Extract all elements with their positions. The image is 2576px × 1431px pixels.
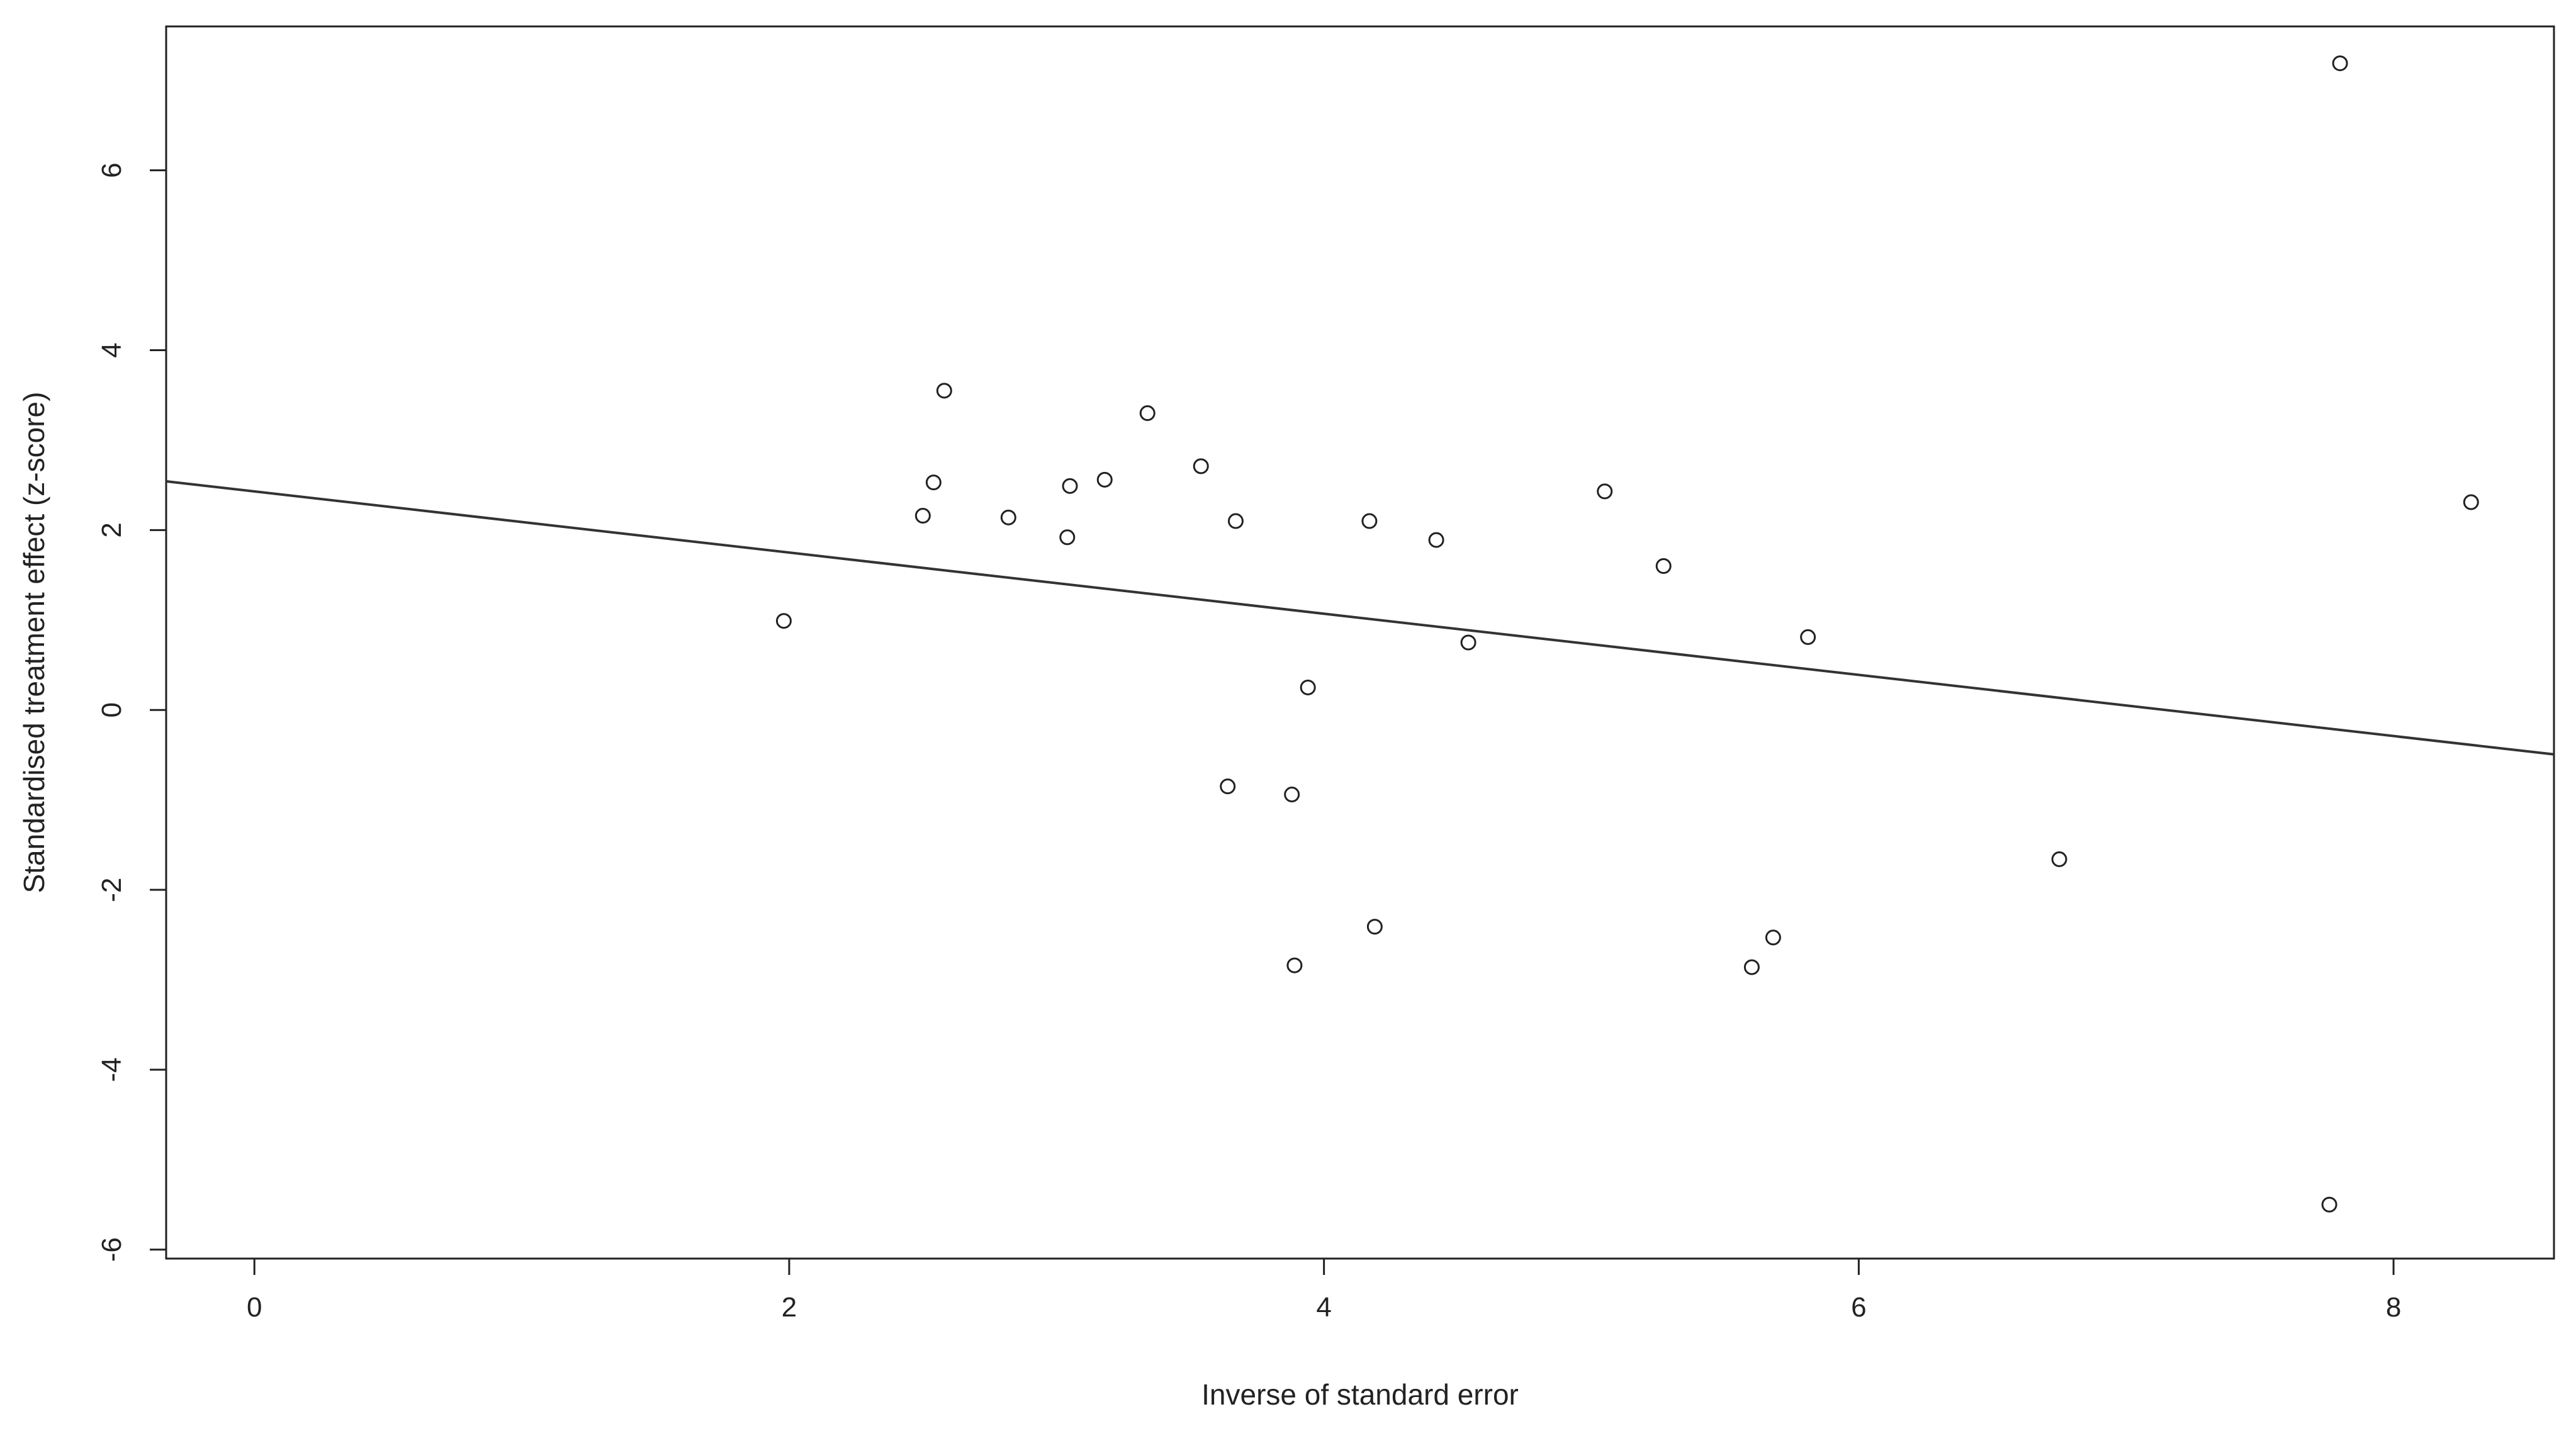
data-point <box>2321 1196 2337 1213</box>
y-tick-label: 4 <box>96 342 127 357</box>
data-point <box>2463 494 2479 510</box>
data-point <box>1227 513 1244 529</box>
data-point <box>936 383 952 399</box>
data-point <box>1300 679 1316 695</box>
data-point <box>1096 471 1113 488</box>
y-tick-label: 6 <box>96 162 127 177</box>
x-tick-label: 6 <box>1851 1292 1866 1323</box>
data-point <box>1062 478 1078 494</box>
data-point <box>1193 458 1209 474</box>
y-tick-label: 0 <box>96 702 127 717</box>
data-point <box>1361 513 1378 529</box>
data-point <box>1366 919 1383 935</box>
x-tick-label: 0 <box>247 1292 262 1323</box>
data-point <box>1286 957 1303 974</box>
data-point <box>1765 929 1781 946</box>
x-axis-title: Inverse of standard error <box>1201 1378 1519 1411</box>
y-tick-label: -4 <box>96 1057 127 1082</box>
y-axis-title: Standardised treatment effect (z-score) <box>18 392 50 894</box>
x-tick-label: 8 <box>2386 1292 2401 1323</box>
data-point <box>1139 405 1156 422</box>
data-point <box>2332 55 2348 72</box>
x-tick-label: 4 <box>1316 1292 1331 1323</box>
data-point <box>1655 558 1672 575</box>
data-point <box>775 613 792 629</box>
data-point <box>1000 509 1016 525</box>
data-point <box>1284 787 1300 803</box>
regression-line <box>166 480 2555 756</box>
x-tick-label: 2 <box>782 1292 797 1323</box>
data-point <box>1800 629 1816 645</box>
plot-frame <box>165 25 2555 1260</box>
data-point <box>925 474 942 491</box>
data-point <box>1460 634 1476 651</box>
data-point <box>1428 532 1444 548</box>
data-point <box>914 507 931 524</box>
data-point <box>1597 483 1613 500</box>
data-point <box>1743 959 1760 975</box>
data-point <box>2051 851 2067 867</box>
regression-line-group <box>166 480 2555 756</box>
y-tick-label: -6 <box>96 1237 127 1262</box>
y-tick-label: -2 <box>96 877 127 902</box>
y-tick-label: 2 <box>96 522 127 537</box>
data-point <box>1220 778 1236 795</box>
axes: 0 2 4 6 8 -6 -4 -2 0 2 4 6 <box>96 25 2555 1323</box>
data-point <box>1059 529 1076 546</box>
data-points <box>775 55 2479 1213</box>
